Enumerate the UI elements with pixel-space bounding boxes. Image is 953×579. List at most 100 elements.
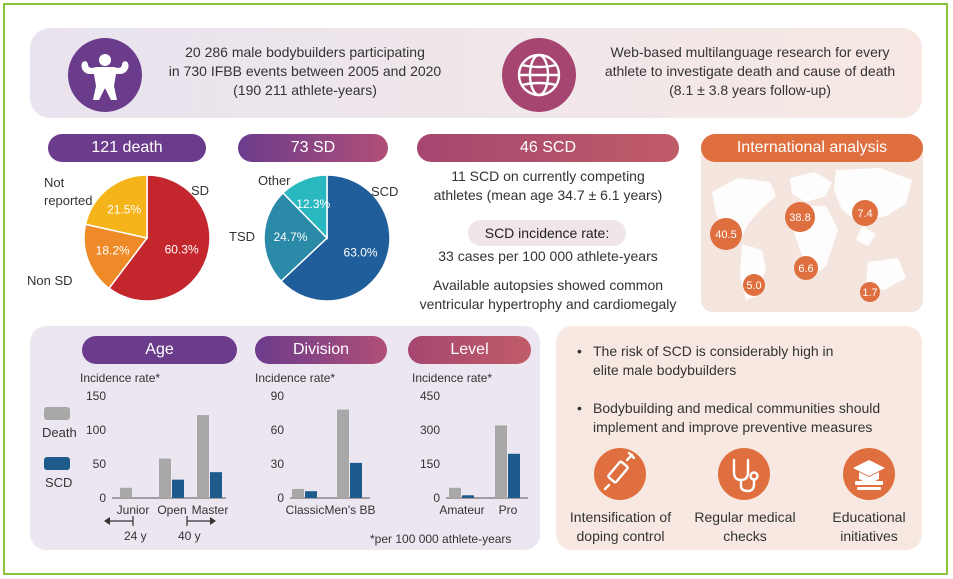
chart0-bar-master-death — [197, 415, 209, 498]
footnote: *per 100 000 athlete-years — [370, 532, 512, 546]
header-left-line2: in 730 IFBB events between 2005 and 2020 — [168, 63, 442, 79]
conclusion-item-education: Educational initiatives — [815, 508, 923, 546]
graduation-cap-icon — [843, 448, 895, 500]
conclusions-panel — [556, 326, 922, 550]
pie2-label-other: Other — [258, 173, 291, 188]
pie1-value-2: 21.5% — [107, 202, 141, 216]
header-left-line3: (190 211 athlete-years) — [233, 82, 377, 98]
chart2-ytick-1: 300 — [420, 423, 440, 437]
pie1-slice-1 — [83, 223, 149, 290]
scd-line1: 11 SCD on currently competing — [451, 168, 645, 184]
scd-incidence-label: SCD incidence rate: — [468, 220, 626, 246]
bullet2-line1: Bodybuilding and medical communities sho… — [593, 400, 881, 416]
chart2-ytick-0: 450 — [420, 389, 440, 403]
chart2-ytick-3: 0 — [433, 491, 440, 505]
pie2-label-scd: SCD — [371, 184, 399, 199]
pie2-value-1: 24.7% — [273, 230, 307, 244]
bullet-dot: • — [577, 400, 582, 416]
chart0-ytick-3: 0 — [99, 491, 106, 505]
scd-summary: 11 SCD on currently competing athletes (… — [415, 167, 681, 205]
scd-line2: athletes (mean age 34.7 ± 6.1 years) — [433, 187, 663, 203]
education-line1: Educational — [832, 509, 906, 525]
conclusion-item-medical: Regular medical checks — [686, 508, 804, 546]
international-title: International analysis — [701, 134, 923, 162]
age-mark-24: 24 y — [124, 529, 147, 543]
sd-title: 73 SD — [238, 134, 388, 162]
map-bubble-4 — [743, 274, 765, 296]
stethoscope-icon — [718, 448, 770, 500]
legend-death-swatch — [44, 407, 70, 420]
chart2-bar-amateur-death — [449, 487, 461, 498]
bullet1-line2: elite male bodybuilders — [593, 362, 737, 378]
bar-chart-age: 150 100 50 0 Junior Open Master — [86, 389, 228, 517]
division-ylabel: Incidence rate* — [255, 371, 336, 385]
pie2-value-2: 12.3% — [296, 197, 330, 211]
pie1-label-not-reported: Not reported — [44, 175, 93, 208]
chart2-bar-pro-scd — [508, 453, 520, 498]
header-right-line1: Web-based multilanguage research for eve… — [610, 44, 890, 60]
header-band — [30, 28, 922, 118]
chart1-ytick-0: 90 — [271, 389, 285, 403]
chart1-ytick-3: 0 — [277, 491, 284, 505]
scd-title: 46 SCD — [417, 134, 679, 162]
scd-autopsy: Available autopsies showed common ventri… — [412, 276, 684, 314]
education-line2: initiatives — [840, 528, 898, 544]
header-right-line2: athlete to investigate death and cause o… — [604, 63, 896, 79]
scd-autopsy-line2: ventricular hypertrophy and cardiomegaly — [419, 296, 677, 312]
map-bubble-5 — [860, 282, 880, 302]
pie-chart-deaths: 60.3% 18.2% 21.5% — [83, 174, 211, 302]
map-bubble-1 — [785, 202, 815, 232]
deaths-title: 121 death — [48, 134, 206, 162]
header-left-line1: 20 286 male bodybuilders participating — [185, 44, 425, 60]
chart2-ytick-2: 150 — [420, 457, 440, 471]
chart0-bar-open-death — [159, 458, 171, 498]
level-title: Level — [408, 336, 531, 364]
bullet-dot: • — [577, 343, 582, 359]
pie2-slice-2 — [281, 174, 328, 240]
pie1-value-1: 18.2% — [96, 244, 130, 258]
chart2-xtick-0: Amateur — [439, 503, 484, 517]
medical-line2: checks — [723, 528, 767, 544]
chart2-xtick-1: Pro — [499, 503, 518, 517]
chart1-ytick-2: 30 — [271, 457, 285, 471]
map-bubble-value-2: 7.4 — [857, 208, 872, 220]
chart1-xtick-1: Men's BB — [325, 503, 376, 517]
scd-autopsy-line1: Available autopsies showed common — [432, 277, 664, 293]
age-mark-40: 40 y — [178, 529, 201, 543]
legend-death-label: Death — [42, 425, 77, 440]
map-bubble-value-3: 6.6 — [798, 263, 813, 275]
age-title: Age — [82, 336, 237, 364]
chart2-bar-pro-death — [495, 425, 507, 498]
pie2-label-tsd: TSD — [229, 229, 255, 244]
map-bubble-3 — [794, 256, 818, 280]
pie-chart-sd: 63.0% 24.7% 12.3% — [263, 174, 391, 302]
header-right-line3: (8.1 ± 3.8 years follow-up) — [669, 82, 831, 98]
chart1-bar-classic-death — [292, 488, 304, 498]
chart1-ytick-1: 60 — [271, 423, 285, 437]
map-bubble-2 — [852, 200, 878, 226]
chart1-xtick-0: Classic — [286, 503, 325, 517]
bullet2-line2: implement and improve preventive measure… — [593, 419, 873, 435]
level-ylabel: Incidence rate* — [412, 371, 493, 385]
map-bubble-value-1: 38.8 — [789, 212, 810, 224]
conclusion-bullet-2: • Bodybuilding and medical communities s… — [577, 399, 913, 437]
chart1-bar-mensbb-scd — [350, 462, 362, 498]
map-bubble-value-4: 5.0 — [746, 280, 761, 292]
legend-scd-label: SCD — [45, 475, 73, 490]
chart0-bar-open-scd — [172, 479, 184, 498]
pie1-label-sd: SD — [191, 183, 210, 198]
chart1-bar-mensbb-death — [337, 409, 349, 498]
conclusion-item-doping: Intensification of doping control — [558, 508, 683, 546]
pie2-slice-0 — [280, 174, 391, 302]
doping-line1: Intensification of — [569, 509, 672, 525]
chart0-ytick-0: 150 — [86, 389, 106, 403]
header-left-text: 20 286 male bodybuilders participating i… — [150, 43, 460, 100]
age-markers — [104, 516, 216, 526]
chart0-xtick-2: Master — [192, 503, 229, 517]
infographic-frame — [3, 3, 948, 575]
chart0-ytick-1: 100 — [86, 423, 106, 437]
